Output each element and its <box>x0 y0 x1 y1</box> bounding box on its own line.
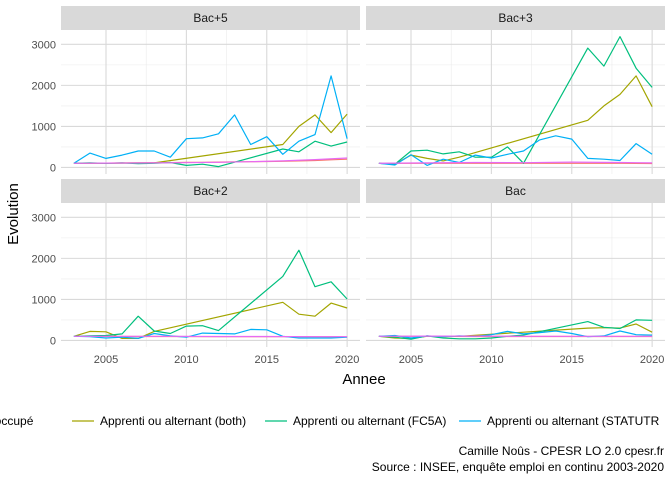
legend: Actif occupé Apprenti ou alternant (both)… <box>0 414 660 428</box>
x-tick-label: 2015 <box>255 354 279 366</box>
caption-line-2: Source : INSEE, enquête emploi en contin… <box>372 460 665 474</box>
caption-line-1: Camille Noûs - CPESR LO 2.0 cpesr.fr <box>459 444 664 458</box>
x-tick-label: 2015 <box>560 354 584 366</box>
panel-bac: Bac <box>366 179 665 347</box>
panel-strip <box>61 179 360 203</box>
panel-title: Bac+5 <box>193 11 228 25</box>
y-tick-label: 2000 <box>32 80 56 92</box>
legend-label-apprenti-ou-alternant-fc5a: Apprenti ou alternant (FC5A) <box>293 414 446 428</box>
panel-strip <box>366 6 665 30</box>
y-tick-label: 0 <box>50 162 56 174</box>
panel-strip <box>366 179 665 203</box>
panel-title: Bac+3 <box>498 11 533 25</box>
y-tick-label: 3000 <box>32 39 56 51</box>
series-line-apprenti-ou-alternant-fc5a <box>378 35 653 165</box>
y-tick-label: 1000 <box>32 294 56 306</box>
x-tick-label: 2010 <box>174 354 198 366</box>
legend-label-apprenti-ou-alternant-both: Apprenti ou alternant (both) <box>100 414 246 428</box>
panel-title: Bac+2 <box>193 184 228 198</box>
panel-bac-3: Bac+3 <box>366 6 665 174</box>
x-tick-label: 2005 <box>399 354 423 366</box>
y-tick-label: 3000 <box>32 212 56 224</box>
panel-bac-5: Bac+5 <box>61 6 360 174</box>
series-line-apprenti-ou-alternant-statutr <box>378 135 653 166</box>
panel-title: Bac <box>505 184 526 198</box>
legend-label-apprenti-ou-alternant-statutr: Apprenti ou alternant (STATUTR <box>487 414 660 428</box>
x-tick-label: 2020 <box>640 354 664 366</box>
series-line-unlabeled <box>378 161 653 164</box>
y-tick-label: 2000 <box>32 253 56 265</box>
series-line-apprenti-ou-alternant-statutr <box>73 328 348 339</box>
x-axis-title: Annee <box>342 371 385 388</box>
y-axis-title: Evolution <box>5 183 22 245</box>
legend-label-actif-occup: Actif occupé <box>0 414 34 428</box>
x-tick-label: 2010 <box>479 354 503 366</box>
facet-panels: Bac+5 Bac+3 Bac+2 Bac <box>61 6 665 347</box>
panel-bac-2: Bac+2 <box>61 179 360 347</box>
series-line-apprenti-ou-alternant-fc5a <box>378 319 653 340</box>
series-line-apprenti-ou-alternant-statutr <box>73 75 348 164</box>
series-line-apprenti-ou-alternant-fc5a <box>73 249 348 337</box>
axes: 0 1000 2000 3000 0 1000 2000 3000 2005 2010 2015 20… <box>32 39 665 366</box>
x-tick-label: 2020 <box>335 354 359 366</box>
y-tick-label: 1000 <box>32 121 56 133</box>
series-line-unlabeled <box>73 157 348 164</box>
panel-strip <box>61 6 360 30</box>
x-tick-label: 2005 <box>94 354 118 366</box>
y-tick-label: 0 <box>50 335 56 347</box>
